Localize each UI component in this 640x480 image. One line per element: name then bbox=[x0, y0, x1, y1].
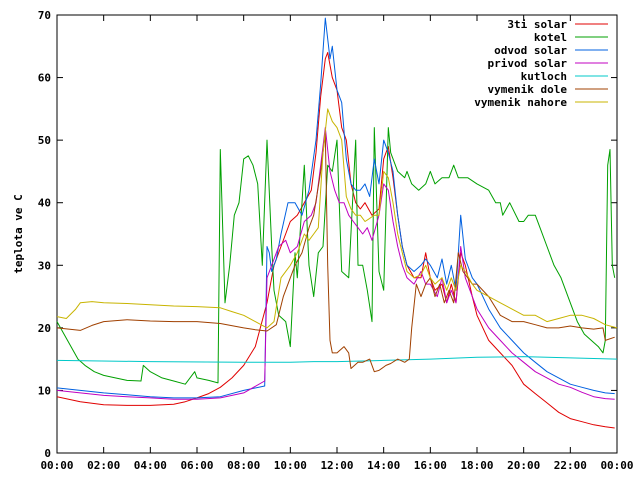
y-tick-label: 20 bbox=[38, 322, 51, 335]
series-line bbox=[56, 52, 615, 429]
legend-label: 3ti solar bbox=[507, 18, 567, 31]
legend-label: vymenik nahore bbox=[474, 96, 567, 109]
y-tick-label: 60 bbox=[38, 72, 51, 85]
y-axis-label: teplota ve C bbox=[12, 194, 25, 273]
x-tick-label: 00:00 bbox=[600, 459, 633, 472]
x-tick-label: 22:00 bbox=[554, 459, 587, 472]
x-tick-label: 20:00 bbox=[507, 459, 540, 472]
y-axis: 0 10 20 30 40 50 60 70 bbox=[38, 9, 617, 460]
x-tick-label: 12:00 bbox=[320, 459, 353, 472]
x-tick-label: 18:00 bbox=[460, 459, 493, 472]
legend-label: odvod solar bbox=[494, 44, 567, 57]
series-line bbox=[56, 356, 618, 363]
x-tick-label: 08:00 bbox=[227, 459, 260, 472]
series-line bbox=[56, 108, 618, 329]
series-line bbox=[56, 127, 616, 385]
series-line bbox=[56, 17, 615, 399]
y-tick-label: 10 bbox=[38, 384, 51, 397]
legend-label: kotel bbox=[534, 31, 567, 44]
y-tick-label: 40 bbox=[38, 197, 51, 210]
x-tick-label: 10:00 bbox=[274, 459, 307, 472]
series-line bbox=[56, 133, 615, 373]
series-lines bbox=[56, 17, 618, 429]
x-axis: 00:00 02:00 04:00 06:00 08:00 10:00 12:00 14:00… bbox=[40, 15, 634, 472]
x-tick-label: 14:00 bbox=[367, 459, 400, 472]
y-tick-label: 30 bbox=[38, 259, 51, 272]
legend-label: privod solar bbox=[488, 57, 568, 70]
x-tick-label: 02:00 bbox=[87, 459, 120, 472]
legend-label: vymenik dole bbox=[488, 83, 568, 96]
x-tick-label: 16:00 bbox=[414, 459, 447, 472]
x-tick-label: 04:00 bbox=[134, 459, 167, 472]
y-tick-label: 70 bbox=[38, 9, 51, 22]
x-tick-label: 00:00 bbox=[40, 459, 73, 472]
y-tick-label: 0 bbox=[44, 447, 51, 460]
legend-label: kutloch bbox=[521, 70, 567, 83]
y-tick-label: 50 bbox=[38, 134, 51, 147]
x-tick-label: 06:00 bbox=[180, 459, 213, 472]
